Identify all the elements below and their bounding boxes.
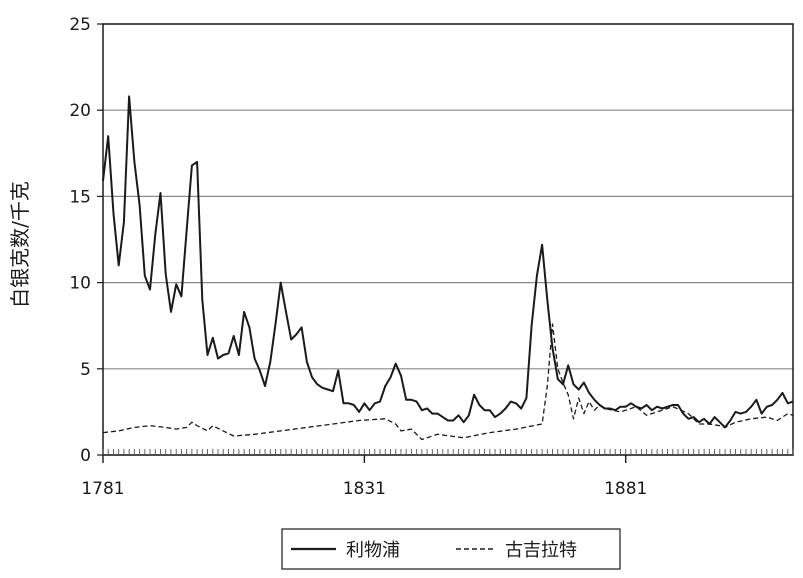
x-tick-label-1781: 1781 [81, 479, 124, 499]
y-axis-ticks: 0 5 10 15 20 25 [69, 15, 103, 466]
y-tick-label-10: 10 [69, 274, 91, 294]
legend: 利物浦 古吉拉特 [281, 528, 621, 570]
y-tick-label-5: 5 [80, 360, 91, 380]
x-minor-ticks [102, 449, 794, 455]
y-tick-label-25: 25 [69, 15, 91, 35]
y-axis-title: 白银克数/千克 [8, 181, 32, 308]
plot-frame [102, 23, 794, 456]
legend-box [281, 528, 621, 570]
y-tick-label-20: 20 [69, 101, 91, 121]
series-layer [102, 95, 794, 441]
gridlines [103, 23, 793, 456]
legend-label-liverpool: 利物浦 [346, 540, 400, 561]
series-line-gujarat [102, 323, 794, 441]
legend-label-gujarat: 古吉拉特 [505, 540, 577, 561]
x-tick-label-1881: 1881 [604, 479, 647, 499]
y-tick-label-15: 15 [69, 187, 91, 207]
x-axis-ticks: 1781 1831 1881 [81, 455, 647, 499]
series-line-liverpool [102, 95, 794, 429]
x-tick-label-1831: 1831 [343, 479, 386, 499]
y-tick-label-0: 0 [80, 446, 91, 466]
